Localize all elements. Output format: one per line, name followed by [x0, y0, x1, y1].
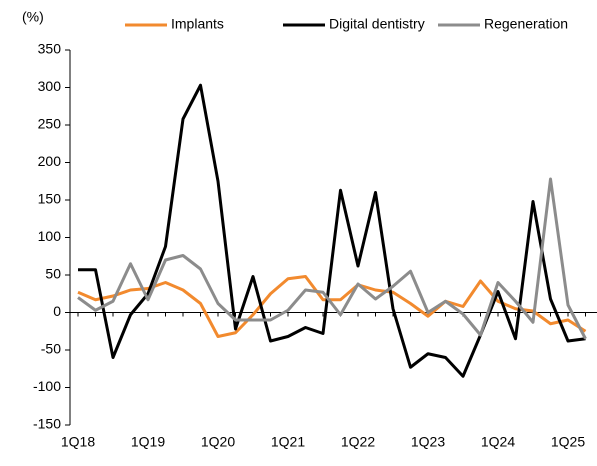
y-tick-label: 50 — [45, 266, 61, 282]
x-tick-label: 1Q23 — [411, 434, 445, 450]
y-tick-label: 350 — [38, 41, 62, 57]
y-axis-label: (%) — [22, 9, 44, 25]
x-tick-label: 1Q21 — [271, 434, 305, 450]
y-tick-label: 200 — [38, 153, 62, 169]
y-tick-label: 0 — [53, 303, 61, 319]
legend-label: Digital dentistry — [329, 16, 425, 32]
y-tick-label: -150 — [33, 416, 61, 432]
x-tick-label: 1Q24 — [481, 434, 515, 450]
x-tick-label: 1Q20 — [201, 434, 235, 450]
legend-label: Implants — [171, 16, 224, 32]
series-line — [77, 177, 587, 340]
y-tick-label: 150 — [38, 191, 62, 207]
y-tick-label: 250 — [38, 116, 62, 132]
x-tick-label: 1Q25 — [551, 434, 585, 450]
x-tick-label: 1Q22 — [341, 434, 375, 450]
series-line — [78, 83, 586, 378]
x-tick-label: 1Q18 — [61, 434, 95, 450]
y-tick-label: -50 — [41, 341, 61, 357]
y-tick-label: -100 — [33, 378, 61, 394]
legend-label: Regeneration — [484, 16, 568, 32]
y-tick-label: 300 — [38, 78, 62, 94]
y-tick-label: 100 — [38, 228, 62, 244]
x-tick-label: 1Q19 — [131, 434, 165, 450]
